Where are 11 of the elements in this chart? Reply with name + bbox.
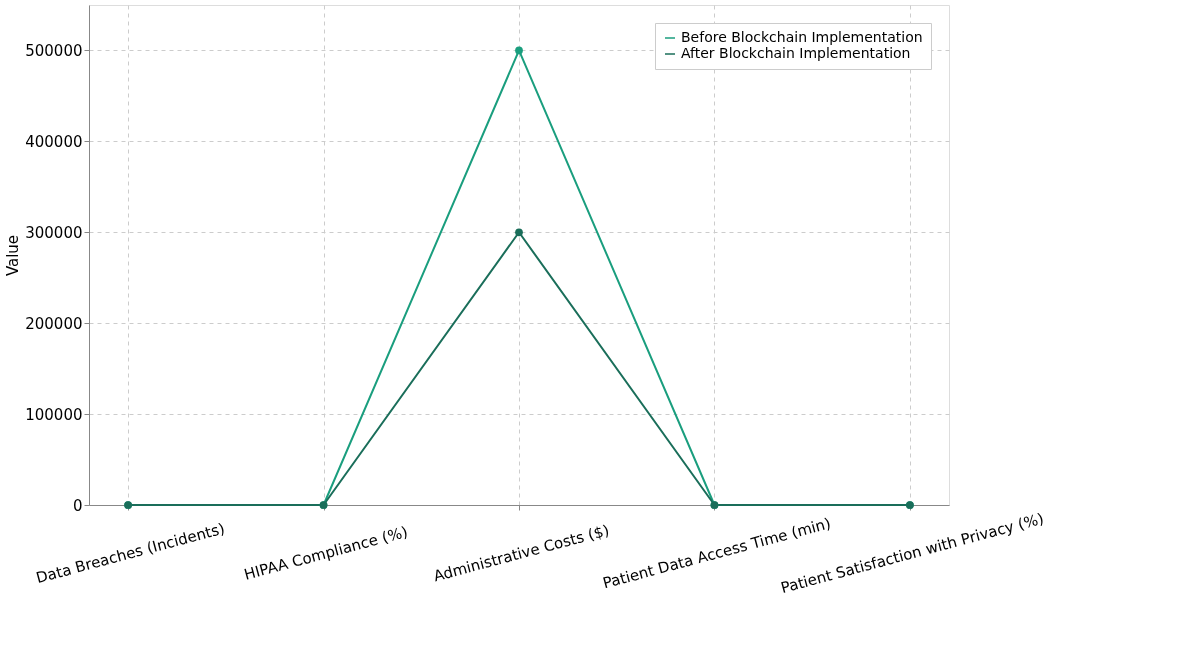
- point: [515, 46, 523, 55]
- y-tick-label: 0: [72, 496, 83, 515]
- y-tick-label: 500000: [25, 41, 83, 60]
- y-tick-label: 100000: [25, 405, 83, 424]
- point: [515, 228, 523, 237]
- legend-label: After Blockchain Implementation: [681, 45, 911, 61]
- y-tick-label: 200000: [25, 314, 83, 333]
- y-axis-title: Value: [4, 234, 23, 277]
- legend-label: Before Blockchain Implementation: [681, 29, 923, 45]
- y-tick-label: 400000: [25, 132, 83, 151]
- y-tick-label: 300000: [25, 223, 83, 242]
